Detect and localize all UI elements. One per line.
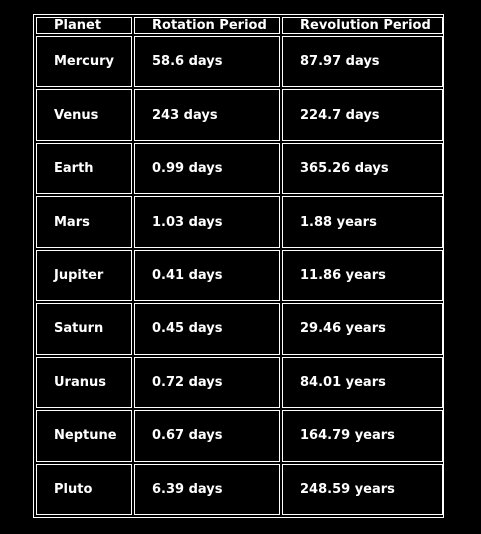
cell-revolution: 29.46 years [282, 303, 443, 354]
cell-planet: Mars [36, 196, 132, 247]
table-row: Mercury 58.6 days 87.97 days [36, 36, 443, 87]
cell-rotation: 58.6 days [134, 36, 280, 87]
table-row: Neptune 0.67 days 164.79 years [36, 410, 443, 461]
table-row: Saturn 0.45 days 29.46 years [36, 303, 443, 354]
cell-planet: Venus [36, 89, 132, 140]
table-row: Venus 243 days 224.7 days [36, 89, 443, 140]
cell-revolution: 87.97 days [282, 36, 443, 87]
table-row: Uranus 0.72 days 84.01 years [36, 357, 443, 408]
cell-revolution: 224.7 days [282, 89, 443, 140]
cell-planet: Earth [36, 143, 132, 194]
header-revolution-period: Revolution Period [282, 17, 443, 34]
cell-revolution: 84.01 years [282, 357, 443, 408]
cell-rotation: 0.45 days [134, 303, 280, 354]
header-rotation-period: Rotation Period [134, 17, 280, 34]
planet-table-container: Planet Rotation Period Revolution Period… [33, 14, 444, 518]
cell-revolution: 365.26 days [282, 143, 443, 194]
cell-planet: Pluto [36, 464, 132, 516]
cell-planet: Mercury [36, 36, 132, 87]
header-planet: Planet [36, 17, 132, 34]
cell-revolution: 164.79 years [282, 410, 443, 461]
table-header-row: Planet Rotation Period Revolution Period [36, 17, 443, 34]
planet-table: Planet Rotation Period Revolution Period… [34, 15, 445, 517]
cell-rotation: 0.72 days [134, 357, 280, 408]
cell-revolution: 11.86 years [282, 250, 443, 301]
cell-rotation: 0.41 days [134, 250, 280, 301]
cell-rotation: 0.67 days [134, 410, 280, 461]
cell-rotation: 6.39 days [134, 464, 280, 516]
table-row: Pluto 6.39 days 248.59 years [36, 464, 443, 516]
cell-planet: Saturn [36, 303, 132, 354]
table-row: Earth 0.99 days 365.26 days [36, 143, 443, 194]
cell-planet: Jupiter [36, 250, 132, 301]
cell-revolution: 248.59 years [282, 464, 443, 516]
cell-rotation: 0.99 days [134, 143, 280, 194]
table-row: Jupiter 0.41 days 11.86 years [36, 250, 443, 301]
table-row: Mars 1.03 days 1.88 years [36, 196, 443, 247]
cell-revolution: 1.88 years [282, 196, 443, 247]
cell-planet: Uranus [36, 357, 132, 408]
cell-rotation: 243 days [134, 89, 280, 140]
cell-rotation: 1.03 days [134, 196, 280, 247]
cell-planet: Neptune [36, 410, 132, 461]
